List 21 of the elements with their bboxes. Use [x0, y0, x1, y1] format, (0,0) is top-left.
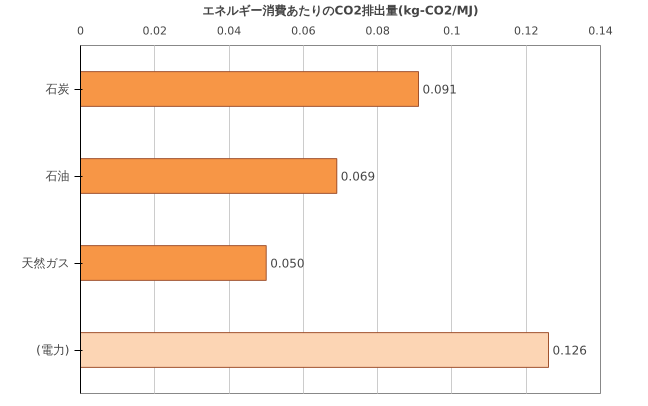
- bar: [80, 332, 549, 368]
- y-tick-label: 天然ガス: [22, 256, 70, 270]
- x-tick-label: 0.1: [443, 24, 461, 38]
- x-tick-label: 0.06: [291, 24, 316, 38]
- y-tick-label: 石油: [46, 169, 70, 183]
- data-label: 0.069: [340, 170, 376, 184]
- y-tick-label: (電力): [36, 343, 70, 357]
- x-tick-label: 0.04: [216, 24, 242, 38]
- x-tick-label: 0.02: [142, 24, 168, 38]
- data-label: 0.126: [552, 344, 587, 358]
- x-tick-label: 0.12: [514, 24, 538, 38]
- data-label: 0.050: [270, 256, 305, 270]
- bar: [80, 158, 338, 194]
- bar: [80, 71, 419, 107]
- x-tick-label: 0.08: [365, 24, 390, 38]
- y-tick-label: 石炭: [46, 82, 70, 96]
- data-label: 0.091: [422, 82, 457, 96]
- x-tick-label: 0.14: [588, 24, 613, 38]
- x-axis-title: エネルギー消費あたりのCO2排出量(kg-CO2/MJ): [202, 4, 479, 18]
- bar: [80, 245, 267, 281]
- x-tick-label: 0: [77, 24, 84, 38]
